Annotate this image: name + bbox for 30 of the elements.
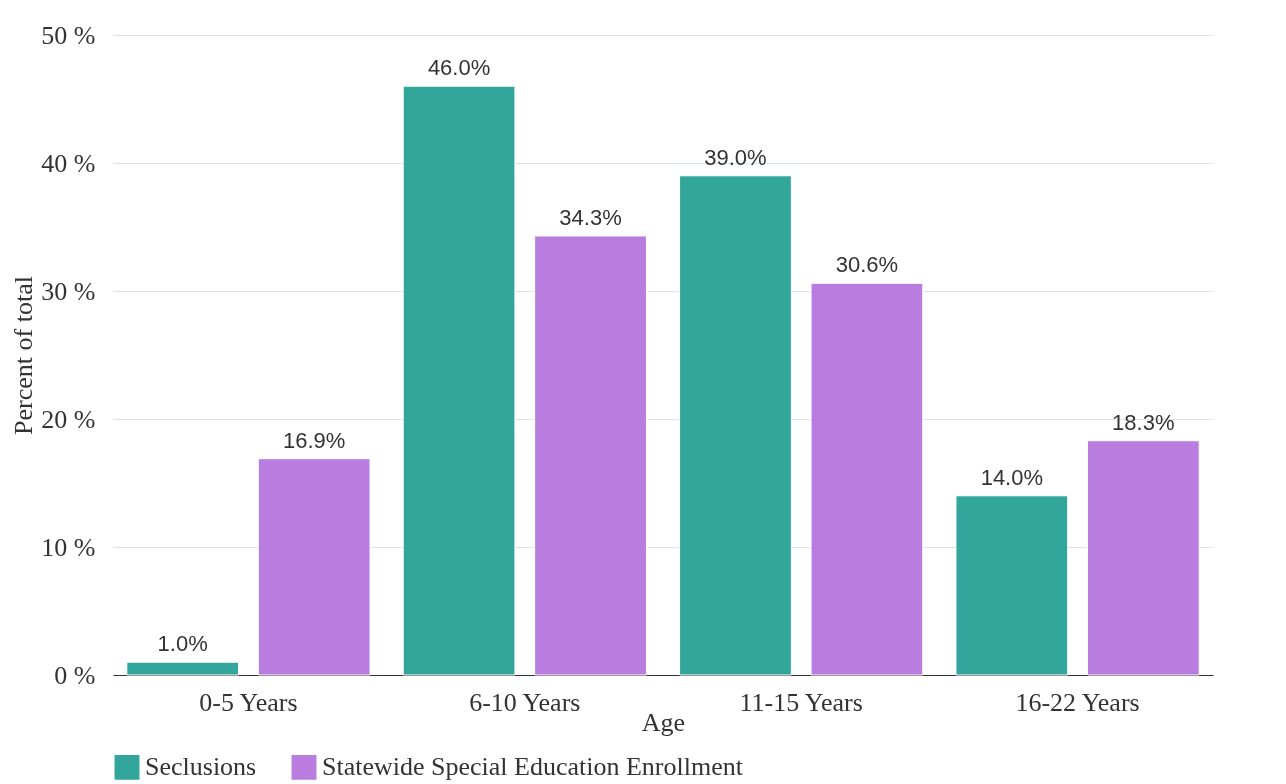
bar	[126, 661, 240, 676]
legend-label: Seclusions	[145, 752, 257, 782]
bar	[810, 282, 924, 676]
bar	[257, 458, 371, 676]
x-axis-title: Age	[641, 707, 686, 737]
bar	[534, 235, 647, 676]
bar	[955, 495, 1069, 676]
bar	[402, 85, 516, 676]
x-tick-label: 0-5 Years	[199, 687, 298, 717]
y-tick-label: 40 %	[41, 148, 96, 178]
y-tick-label: 0 %	[54, 660, 96, 690]
y-tick-label: 10 %	[41, 532, 96, 562]
data-label: 30.6%	[835, 252, 899, 278]
y-tick-label: 20 %	[41, 404, 96, 434]
data-label: 39.0%	[704, 144, 767, 170]
bar	[1086, 440, 1200, 676]
y-tick-label: 50 %	[41, 20, 96, 50]
data-label: 34.3%	[559, 204, 622, 230]
x-tick-label: 6-10 Years	[469, 687, 581, 717]
data-label: 14.0%	[980, 464, 1044, 490]
data-label: 46.0%	[427, 55, 491, 81]
y-axis-title: Percent of total	[9, 276, 39, 435]
data-label: 1.0%	[157, 631, 208, 657]
y-tick-label: 30 %	[41, 276, 96, 306]
x-tick-label: 16-22 Years	[1015, 687, 1140, 717]
legend-label: Statewide Special Education Enrollment	[322, 752, 744, 782]
x-tick-label: 11-15 Years	[739, 687, 863, 717]
bar	[679, 175, 792, 676]
data-label: 16.9%	[282, 427, 346, 453]
data-label: 18.3%	[1112, 409, 1175, 435]
